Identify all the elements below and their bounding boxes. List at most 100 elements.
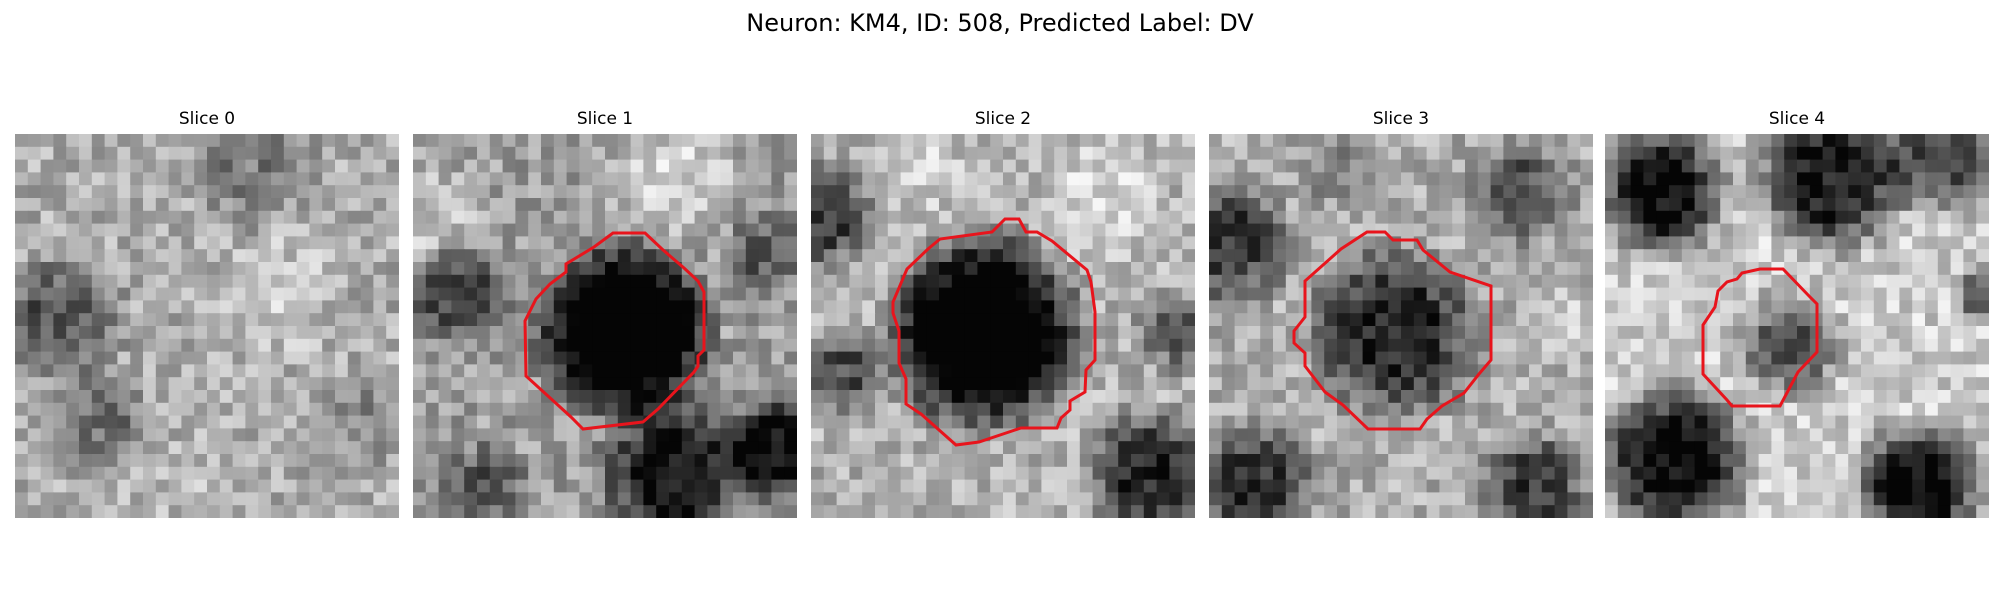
pixel — [258, 505, 272, 518]
pixel — [1963, 262, 1977, 276]
pixel — [1963, 441, 1977, 455]
pixel — [1529, 249, 1543, 263]
pixel — [1413, 287, 1428, 301]
pixel — [1733, 210, 1747, 225]
pixel — [66, 505, 80, 518]
pixel — [219, 198, 234, 212]
pixel — [1630, 134, 1644, 148]
pixel — [977, 454, 991, 468]
pixel — [1617, 402, 1632, 417]
pixel — [1337, 492, 1351, 506]
pixel — [232, 262, 246, 276]
pixel — [1079, 351, 1094, 365]
pixel — [1822, 364, 1836, 378]
pixel — [1899, 505, 1913, 518]
pixel — [1156, 492, 1170, 506]
pixel — [707, 185, 721, 199]
pixel — [592, 313, 606, 327]
pixel — [386, 262, 399, 276]
pixel — [1273, 492, 1287, 506]
pixel — [707, 479, 721, 493]
pixel — [1413, 262, 1428, 276]
pixel — [515, 466, 529, 481]
pixel — [951, 159, 966, 173]
pixel — [1886, 492, 1900, 506]
pixel — [181, 415, 195, 429]
pixel — [939, 198, 953, 212]
pixel — [771, 492, 785, 506]
pixel — [1003, 466, 1017, 481]
pixel — [1388, 479, 1402, 493]
pixel — [1925, 236, 1939, 250]
pixel — [104, 198, 118, 212]
pixel — [720, 505, 734, 518]
pixel — [360, 223, 374, 237]
pixel — [1169, 313, 1183, 327]
pixel — [887, 505, 902, 518]
pixel — [451, 159, 465, 173]
pixel — [1976, 223, 1989, 237]
pixel — [887, 492, 902, 506]
pixel — [143, 364, 157, 378]
pixel — [1656, 402, 1670, 417]
pixel — [1771, 415, 1785, 429]
pixel — [1156, 185, 1170, 199]
pixel — [541, 236, 555, 250]
pixel — [1426, 236, 1440, 250]
pixel — [1758, 249, 1772, 263]
pixel — [1503, 172, 1517, 186]
pixel — [347, 249, 362, 263]
pixel — [1209, 466, 1223, 481]
pixel — [1605, 326, 1619, 340]
pixel — [296, 402, 310, 417]
pixel — [1950, 287, 1964, 301]
pixel — [1529, 223, 1543, 237]
pixel — [1054, 338, 1068, 353]
pixel — [1156, 313, 1170, 327]
pixel — [194, 210, 208, 225]
pixel — [27, 287, 42, 301]
pixel — [669, 146, 683, 161]
pixel — [733, 505, 747, 518]
pixel — [477, 185, 491, 199]
pixel — [1886, 146, 1900, 161]
pixel — [1079, 313, 1094, 327]
pixel — [219, 185, 234, 199]
pixel — [502, 351, 516, 365]
pixel — [1067, 223, 1081, 237]
pixel — [373, 287, 387, 301]
pixel — [1886, 441, 1900, 455]
pixel — [1822, 390, 1836, 404]
pixel — [977, 313, 991, 327]
pixel — [900, 172, 914, 186]
pixel — [964, 249, 978, 263]
pixel — [681, 210, 696, 225]
pixel — [1656, 492, 1670, 506]
pixel — [1143, 466, 1158, 481]
pixel — [1733, 466, 1747, 481]
pixel — [694, 505, 708, 518]
pixel — [579, 364, 593, 378]
pixel — [1465, 236, 1479, 250]
pixel — [875, 479, 889, 493]
pixel — [1349, 287, 1364, 301]
pixel — [681, 262, 696, 276]
pixel — [271, 159, 285, 173]
pixel — [194, 287, 208, 301]
pixel — [1273, 428, 1287, 442]
pixel — [1554, 351, 1568, 365]
pixel — [617, 402, 632, 417]
pixel — [528, 185, 542, 199]
pixel — [990, 454, 1004, 468]
pixel — [811, 505, 825, 518]
pixel — [1580, 402, 1593, 417]
pixel — [836, 351, 850, 365]
pixel — [1156, 428, 1170, 442]
pixel — [617, 262, 632, 276]
pixel — [438, 338, 452, 353]
pixel — [913, 415, 927, 429]
pixel — [1950, 364, 1964, 378]
pixel — [194, 249, 208, 263]
pixel — [656, 210, 670, 225]
pixel — [15, 249, 29, 263]
